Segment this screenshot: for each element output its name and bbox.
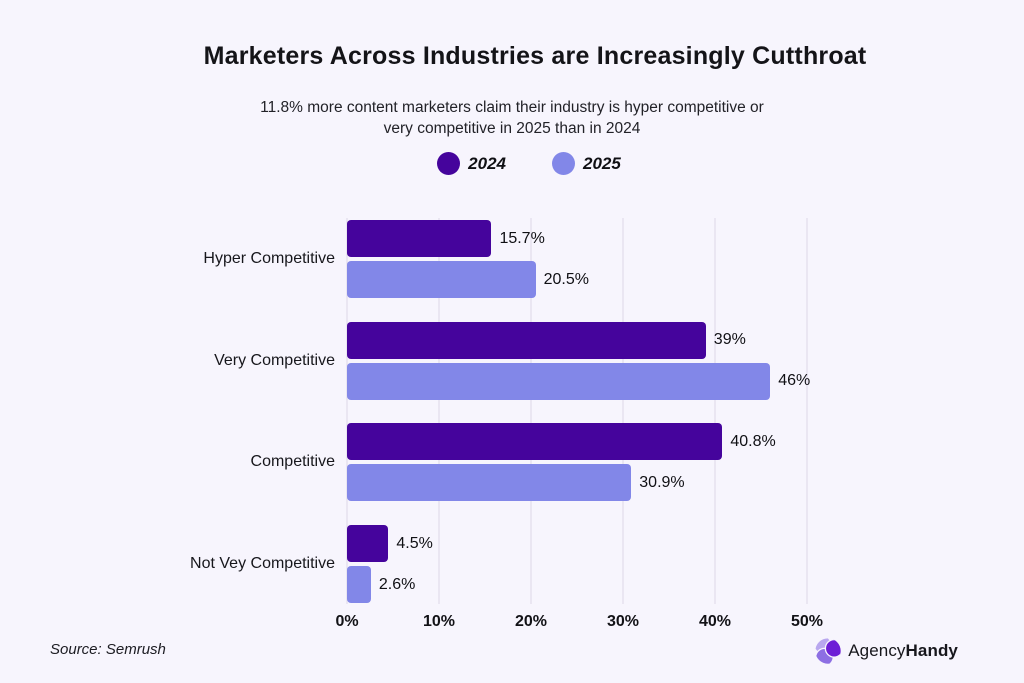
source-attribution: Source: Semrush — [50, 641, 166, 658]
gridline-0% — [346, 218, 348, 604]
legend-marker-2024-icon — [437, 152, 461, 175]
legend-item-2024: 2024 — [437, 152, 506, 175]
logo-text-regular: Agency — [848, 641, 906, 660]
legend-label-2024: 2024 — [468, 153, 506, 173]
value-label-2024-not-vey-competitive: 4.5% — [396, 534, 433, 552]
legend: 2024 2025 — [17, 152, 1024, 175]
bar-row-2024-not-vey-competitive: 4.5% — [347, 525, 807, 563]
gridline-40% — [714, 218, 716, 604]
agencyhandy-logo: AgencyHandy — [814, 637, 958, 665]
x-axis-tick-20%: 20% — [514, 613, 548, 630]
value-label-2025-competitive: 30.9% — [639, 473, 685, 491]
category-label-very-competitive: Very Competitive — [214, 351, 335, 369]
bar-row-2025-very-competitive: 46% — [347, 362, 811, 400]
chart-subtitle-line-2: very competitive in 2025 than in 2024 — [383, 120, 641, 137]
chart-title: Marketers Across Industries are Increasi… — [203, 42, 867, 70]
value-label-2025-not-vey-competitive: 2.6% — [378, 575, 416, 593]
value-label-2024-competitive: 40.8% — [730, 432, 776, 450]
gridline-50% — [806, 218, 808, 604]
bar-row-2025-hyper-competitive: 20.5% — [347, 261, 807, 298]
chart-subtitle: 11.8% more content marketers claim their… — [0, 97, 1024, 139]
category-group-competitive: Competitive 40.8% 30.9% — [251, 423, 807, 502]
bar-2025-competitive — [347, 464, 632, 502]
bar-2024-hyper-competitive — [347, 220, 492, 257]
logo-text-bold: Handy — [905, 641, 958, 660]
value-label-2025-hyper-competitive: 20.5% — [543, 270, 589, 288]
x-axis-tick-50%: 50% — [790, 613, 824, 630]
bar-row-2024-very-competitive: 39% — [347, 321, 807, 359]
category-group-hyper-competitive: Hyper Competitive 15.7% 20.5% — [203, 220, 807, 298]
agencyhandy-logo-text: AgencyHandy — [848, 641, 958, 661]
gridline-20% — [530, 218, 532, 604]
bar-2025-very-competitive — [347, 362, 771, 400]
bar-row-2024-competitive: 40.8% — [347, 423, 807, 461]
legend-item-2025: 2025 — [552, 152, 621, 175]
value-label-2024-hyper-competitive: 15.7% — [499, 229, 545, 247]
category-group-very-competitive: Very Competitive 39% 46% — [214, 321, 811, 400]
plot-area: 0% 10% 20% 30% 40% 50% Hyper Competitive 15.7% 2… — [190, 218, 823, 630]
x-axis-tick-0%: 0% — [335, 613, 359, 630]
category-label-not-vey-competitive: Not Vey Competitive — [190, 555, 335, 573]
bar-row-2025-competitive: 30.9% — [347, 464, 807, 502]
bar-2025-not-vey-competitive — [347, 566, 371, 604]
value-label-2024-very-competitive: 39% — [713, 331, 746, 349]
category-label-hyper-competitive: Hyper Competitive — [203, 250, 335, 267]
category-group-not-vey-competitive: Not Vey Competitive 4.5% 2.6% — [190, 525, 807, 604]
bar-2024-very-competitive — [347, 321, 706, 359]
legend-label-2025: 2025 — [583, 153, 621, 173]
gridline-30% — [622, 218, 624, 604]
chart-subtitle-line-1: 11.8% more content marketers claim their… — [260, 99, 764, 116]
bar-2024-not-vey-competitive — [347, 525, 389, 563]
bar-row-2024-hyper-competitive: 15.7% — [347, 220, 807, 257]
gridline-10% — [438, 218, 440, 604]
value-label-2025-very-competitive: 46% — [778, 372, 811, 390]
legend-marker-2025-icon — [552, 152, 575, 175]
bar-row-2025-not-vey-competitive: 2.6% — [347, 566, 807, 604]
x-axis-tick-30%: 30% — [606, 613, 640, 630]
bar-2024-competitive — [347, 423, 723, 461]
agencyhandy-logo-icon — [815, 638, 841, 664]
x-axis-tick-40%: 40% — [698, 613, 732, 630]
bar-2025-hyper-competitive — [347, 261, 536, 298]
x-axis-tick-10%: 10% — [422, 613, 456, 630]
category-label-competitive: Competitive — [250, 453, 335, 471]
